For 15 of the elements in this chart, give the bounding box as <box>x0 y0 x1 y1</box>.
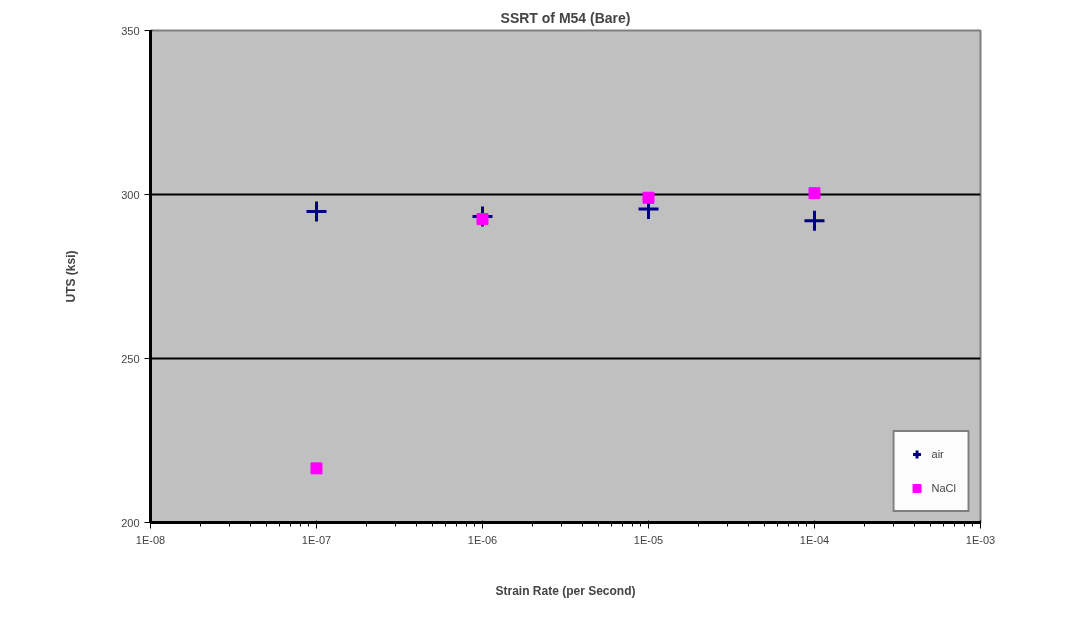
x-tick-label: 1E-05 <box>633 533 664 546</box>
y-tick-label: 300 <box>121 188 140 201</box>
y-tick-label: 200 <box>121 516 140 529</box>
chart-title: SSRT of M54 (Bare) <box>500 9 631 26</box>
x-tick-label: 1E-07 <box>301 533 332 546</box>
legend-label: air <box>931 448 945 460</box>
y-tick-label: 250 <box>121 352 140 365</box>
x-tick-label: 1E-04 <box>799 533 830 546</box>
y-tick-label: 350 <box>121 24 140 37</box>
x-tick-label: 1E-03 <box>965 533 996 546</box>
legend-label: NaCl <box>931 482 956 494</box>
x-tick-label: 1E-06 <box>467 533 498 546</box>
x-axis-title: Strain Rate (per Second) <box>495 583 636 598</box>
x-tick-label: 1E-08 <box>135 533 166 546</box>
y-axis-title: UTS (ksi) <box>64 250 79 303</box>
